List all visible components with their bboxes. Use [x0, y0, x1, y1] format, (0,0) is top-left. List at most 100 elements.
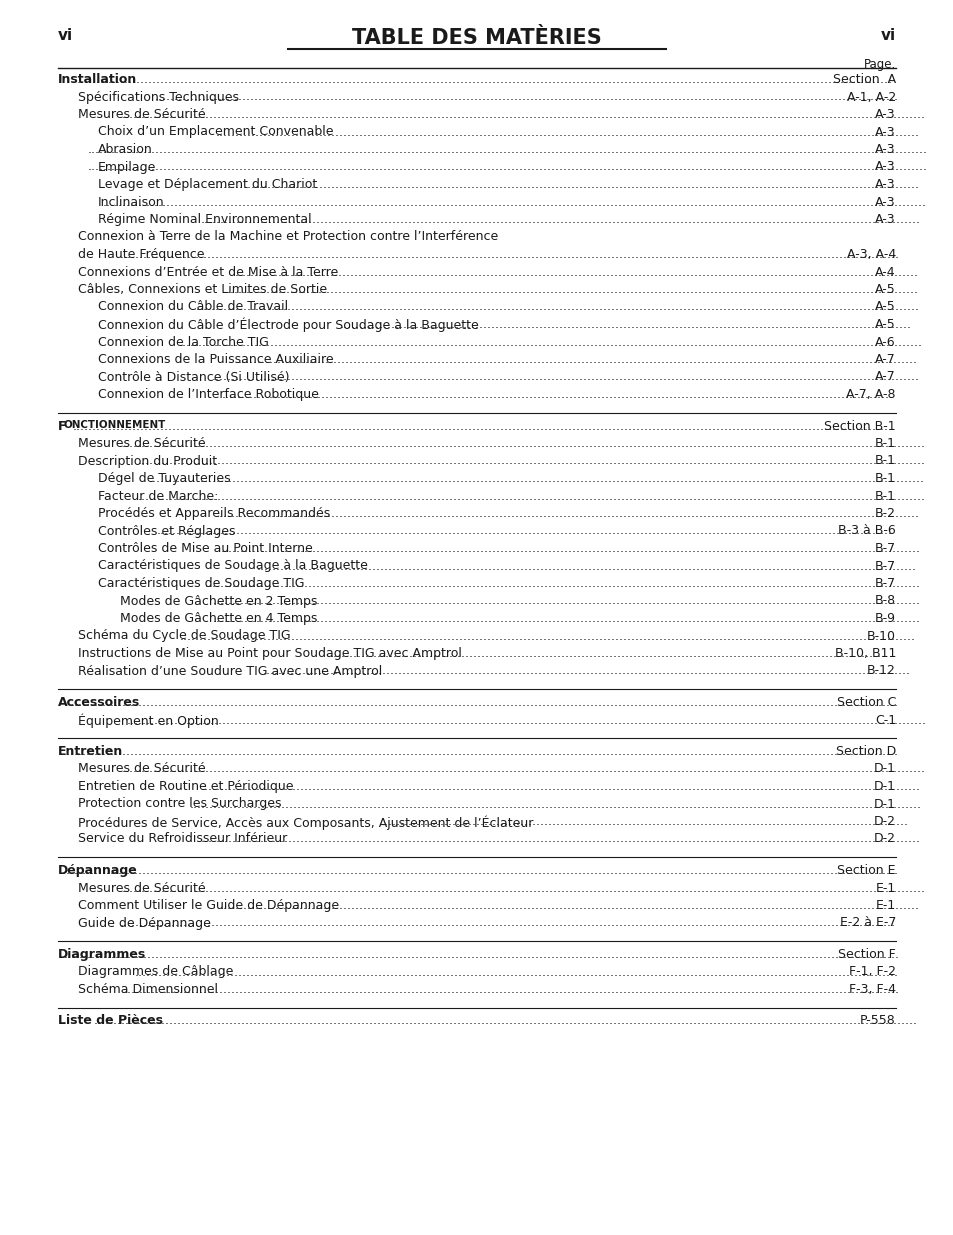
Text: Protection contre les Surcharges: Protection contre les Surcharges: [78, 798, 281, 810]
Text: A-7: A-7: [874, 353, 895, 366]
Text: ................................................................................: ........................................…: [137, 454, 924, 468]
Text: Connexion du Câble de Travail: Connexion du Câble de Travail: [98, 300, 288, 314]
Text: Régime Nominal Environnemental: Régime Nominal Environnemental: [98, 212, 312, 226]
Text: ................................................................................: ........................................…: [330, 647, 881, 659]
Text: E-1: E-1: [875, 899, 895, 911]
Text: Câbles, Connexions et Limites de Sortie: Câbles, Connexions et Limites de Sortie: [78, 283, 327, 296]
Text: Levage et Déplacement du Chariot: Levage et Déplacement du Chariot: [98, 178, 317, 191]
Text: Contrôles et Réglages: Contrôles et Réglages: [98, 525, 235, 537]
Text: ................................................................................: ........................................…: [134, 966, 898, 978]
Text: Caractéristiques de Soudage à la Baguette: Caractéristiques de Soudage à la Baguett…: [98, 559, 368, 573]
Text: ................................................................................: ........................................…: [71, 697, 898, 709]
Text: ................................................................................: ........................................…: [88, 143, 926, 156]
Text: TABLE DES MATÈRIES: TABLE DES MATÈRIES: [352, 28, 601, 48]
Text: B-10: B-10: [866, 630, 895, 642]
Text: vi: vi: [880, 28, 895, 43]
Text: B-1: B-1: [874, 472, 895, 485]
Text: ................................................................................: ........................................…: [234, 266, 918, 279]
Text: ................................................................................: ........................................…: [122, 882, 925, 894]
Text: ................................................................................: ........................................…: [196, 300, 919, 314]
Text: Service du Refroidisseur Inférieur: Service du Refroidisseur Inférieur: [78, 832, 287, 846]
Text: ................................................................................: ........................................…: [122, 437, 925, 450]
Text: Dépannage: Dépannage: [58, 864, 137, 877]
Text: Section E: Section E: [837, 864, 895, 877]
Text: ................................................................................: ........................................…: [220, 542, 919, 555]
Text: A-3: A-3: [875, 212, 895, 226]
Text: Connexions de la Puissance Auxiliaire: Connexions de la Puissance Auxiliaire: [98, 353, 334, 366]
Text: Connexion de la Torche TIG: Connexion de la Torche TIG: [98, 336, 269, 348]
Text: C-1: C-1: [874, 714, 895, 726]
Text: Connexions d’Entrée et de Mise à la Terre: Connexions d’Entrée et de Mise à la Terr…: [78, 266, 338, 279]
Text: A-3, A-4: A-3, A-4: [846, 248, 895, 261]
Text: D-1: D-1: [873, 781, 895, 793]
Text: E-1: E-1: [875, 882, 895, 894]
Text: Liste de Pièces: Liste de Pièces: [58, 1014, 163, 1028]
Text: A-7, A-8: A-7, A-8: [845, 388, 895, 401]
Text: A-3: A-3: [875, 143, 895, 156]
Text: Section  A: Section A: [832, 73, 895, 86]
Text: P-558: P-558: [860, 1014, 895, 1028]
Text: ................................................................................: ........................................…: [200, 832, 919, 846]
Text: Abrasion: Abrasion: [98, 143, 152, 156]
Text: B-1: B-1: [874, 489, 895, 503]
Text: B-12: B-12: [866, 664, 895, 678]
Text: Connexion du Câble d’Électrode pour Soudage à la Baguette: Connexion du Câble d’Électrode pour Soud…: [98, 317, 478, 332]
Text: ................................................................................: ........................................…: [122, 107, 925, 121]
Text: Section B-1: Section B-1: [823, 420, 895, 432]
Text: ................................................................................: ........................................…: [137, 489, 924, 503]
Text: A-5: A-5: [874, 317, 895, 331]
Text: ONCTIONNEMENT: ONCTIONNEMENT: [64, 420, 166, 430]
Text: D-1: D-1: [873, 798, 895, 810]
Text: Modes de Gâchette en 2 Temps: Modes de Gâchette en 2 Temps: [120, 594, 317, 608]
Text: F: F: [58, 420, 67, 432]
Text: Mesures de Sécurité: Mesures de Sécurité: [78, 107, 206, 121]
Text: Mesures de Sécurité: Mesures de Sécurité: [78, 882, 206, 894]
Text: Empilage: Empilage: [98, 161, 156, 173]
Text: Mesures de Sécurité: Mesures de Sécurité: [78, 762, 206, 776]
Text: ................................................................................: ........................................…: [215, 126, 919, 138]
Text: Modes de Gâchette en 4 Temps: Modes de Gâchette en 4 Temps: [120, 613, 317, 625]
Text: Guide de Dépannage: Guide de Dépannage: [78, 916, 211, 930]
Text: A-5: A-5: [874, 283, 895, 296]
Text: ................................................................................: ........................................…: [59, 864, 898, 877]
Text: ................................................................................: ........................................…: [212, 370, 919, 384]
Text: ................................................................................: ........................................…: [180, 630, 915, 642]
Text: B-9: B-9: [874, 613, 895, 625]
Text: ................................................................................: ........................................…: [213, 594, 920, 608]
Text: Section F: Section F: [838, 948, 895, 961]
Text: ................................................................................: ........................................…: [200, 781, 919, 793]
Text: Équipement en Option: Équipement en Option: [78, 714, 218, 727]
Text: Connexion à Terre de la Machine et Protection contre l’Interférence: Connexion à Terre de la Machine et Prote…: [78, 231, 497, 243]
Text: Section C: Section C: [836, 697, 895, 709]
Text: ................................................................................: ........................................…: [262, 664, 910, 678]
Text: ................................................................................: ........................................…: [72, 420, 888, 432]
Text: ................................................................................: ........................................…: [64, 948, 899, 961]
Text: ................................................................................: ........................................…: [154, 90, 898, 104]
Text: ................................................................................: ........................................…: [124, 983, 899, 995]
Text: Page.: Page.: [862, 58, 895, 70]
Text: ................................................................................: ........................................…: [149, 472, 923, 485]
Text: Description du Produit: Description du Produit: [78, 454, 217, 468]
Text: ................................................................................: ........................................…: [339, 317, 910, 331]
Text: ................................................................................: ........................................…: [222, 388, 893, 401]
Text: A-3: A-3: [875, 161, 895, 173]
Text: ................................................................................: ........................................…: [122, 762, 925, 776]
Text: B-7: B-7: [874, 542, 895, 555]
Text: Spécifications Techniques: Spécifications Techniques: [78, 90, 239, 104]
Text: ................................................................................: ........................................…: [237, 353, 917, 366]
Text: ................................................................................: ........................................…: [119, 916, 894, 930]
Text: Choix d’un Emplacement Convenable: Choix d’un Emplacement Convenable: [98, 126, 334, 138]
Text: B-1: B-1: [874, 437, 895, 450]
Text: A-3: A-3: [875, 178, 895, 191]
Text: A-1, A-2: A-1, A-2: [846, 90, 895, 104]
Text: A-7: A-7: [874, 370, 895, 384]
Text: Accessoires: Accessoires: [58, 697, 140, 709]
Text: A-3: A-3: [875, 107, 895, 121]
Text: ................................................................................: ........................................…: [59, 745, 898, 758]
Text: Inclinaison: Inclinaison: [98, 195, 165, 209]
Text: D-2: D-2: [873, 815, 895, 827]
Text: Facteur de Marche:: Facteur de Marche:: [98, 489, 218, 503]
Text: Mesures de Sécurité: Mesures de Sécurité: [78, 437, 206, 450]
Text: Procédures de Service, Accès aux Composants, Ajustement de l’Éclateur: Procédures de Service, Accès aux Composa…: [78, 815, 533, 830]
Text: ................................................................................: ........................................…: [213, 613, 920, 625]
